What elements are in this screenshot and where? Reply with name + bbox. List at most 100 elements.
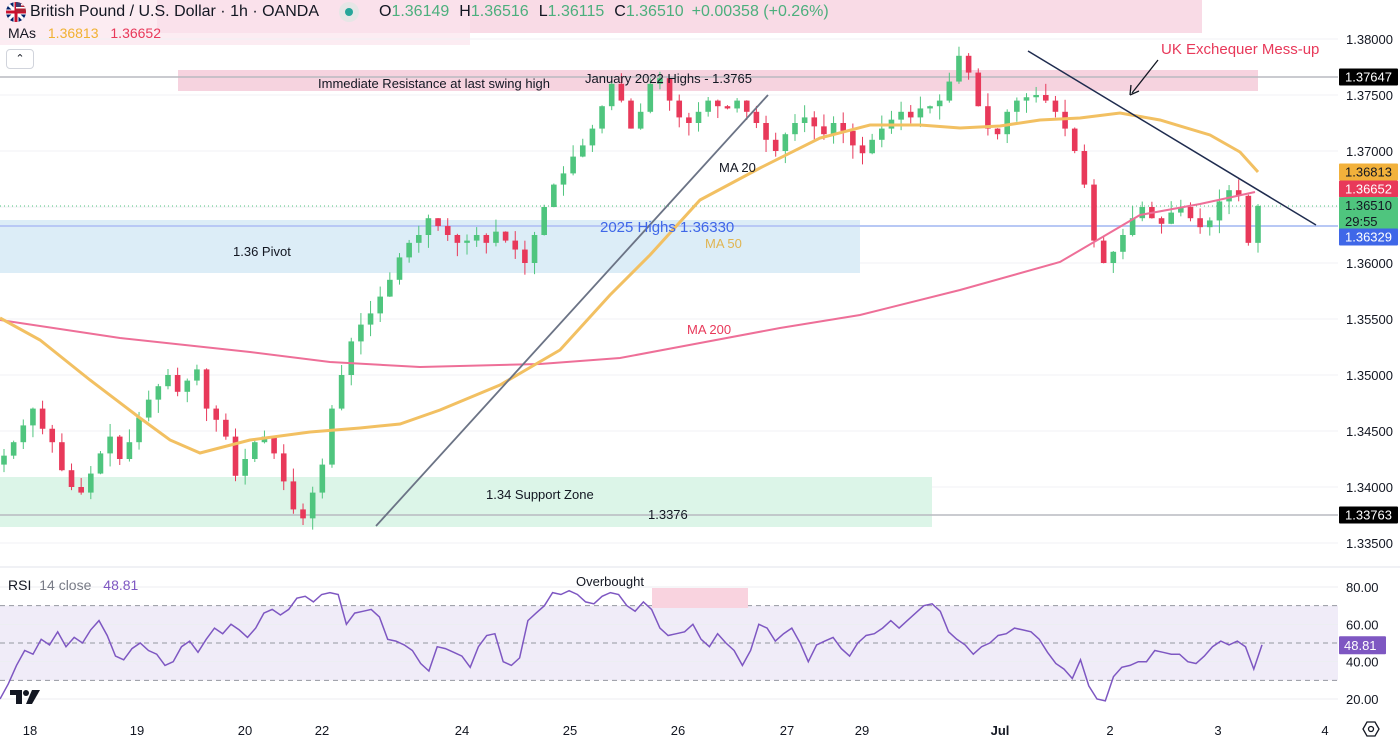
- candle[interactable]: [377, 286, 383, 323]
- candle[interactable]: [695, 102, 702, 132]
- candle[interactable]: [145, 390, 152, 422]
- downtrend-line[interactable]: [1027, 50, 1317, 226]
- candle[interactable]: [1149, 201, 1155, 219]
- candle[interactable]: [579, 138, 586, 158]
- candle[interactable]: [116, 434, 123, 465]
- symbol-title[interactable]: British Pound / U.S. Dollar · 1h · OANDA: [30, 3, 319, 20]
- candle[interactable]: [464, 234, 470, 255]
- collapse-legend-button[interactable]: ⌃: [6, 49, 34, 69]
- candle[interactable]: [444, 218, 451, 241]
- candle[interactable]: [869, 133, 875, 155]
- candle[interactable]: [309, 486, 316, 530]
- candle[interactable]: [840, 112, 847, 144]
- candle[interactable]: [97, 451, 104, 475]
- candle[interactable]: [271, 435, 277, 459]
- candle[interactable]: [358, 313, 364, 355]
- candle[interactable]: [907, 105, 914, 124]
- candle[interactable]: [859, 136, 866, 165]
- candle[interactable]: [1100, 236, 1107, 264]
- candle[interactable]: [686, 112, 692, 136]
- candle[interactable]: [107, 423, 113, 467]
- candle[interactable]: [1014, 97, 1020, 122]
- candle[interactable]: [985, 93, 991, 136]
- candle[interactable]: [724, 105, 731, 110]
- candle[interactable]: [1216, 189, 1223, 234]
- candle[interactable]: [599, 105, 605, 134]
- candle[interactable]: [493, 219, 499, 247]
- candle[interactable]: [657, 71, 663, 90]
- candle[interactable]: [772, 132, 779, 157]
- candle[interactable]: [406, 239, 412, 263]
- candle[interactable]: [628, 98, 634, 129]
- candle[interactable]: [637, 103, 644, 130]
- candle[interactable]: [126, 429, 133, 462]
- candle[interactable]: [1091, 179, 1097, 248]
- candle[interactable]: [1245, 194, 1252, 246]
- candle[interactable]: [927, 105, 933, 114]
- candle[interactable]: [242, 448, 248, 485]
- candle[interactable]: [743, 100, 750, 120]
- candle[interactable]: [348, 337, 355, 386]
- candle[interactable]: [425, 214, 432, 248]
- tradingview-logo[interactable]: [10, 688, 42, 706]
- candle[interactable]: [1042, 83, 1049, 103]
- candle[interactable]: [676, 94, 683, 128]
- rsi-line[interactable]: [0, 589, 1263, 702]
- candle[interactable]: [88, 466, 94, 500]
- candle[interactable]: [49, 424, 56, 453]
- candle[interactable]: [10, 440, 17, 459]
- candle[interactable]: [1110, 250, 1117, 273]
- candle[interactable]: [1, 449, 7, 473]
- candle[interactable]: [1023, 93, 1030, 113]
- candle[interactable]: [184, 378, 191, 403]
- candle[interactable]: [1033, 86, 1039, 103]
- candle[interactable]: [956, 46, 962, 84]
- candle[interactable]: [232, 428, 239, 482]
- candle[interactable]: [39, 400, 46, 435]
- candle[interactable]: [1139, 201, 1146, 222]
- candle[interactable]: [203, 368, 210, 422]
- overbought-highlight[interactable]: [652, 588, 748, 608]
- candle[interactable]: [300, 503, 306, 526]
- candle[interactable]: [454, 233, 461, 257]
- candle[interactable]: [618, 73, 625, 103]
- rsi-legend[interactable]: RSI 14 close 48.81: [8, 577, 138, 593]
- candle[interactable]: [1206, 217, 1213, 236]
- candle[interactable]: [888, 110, 895, 134]
- candle[interactable]: [608, 80, 615, 111]
- candle[interactable]: [531, 231, 538, 275]
- candle[interactable]: [1071, 127, 1078, 154]
- candle[interactable]: [589, 124, 596, 152]
- candle[interactable]: [213, 405, 220, 432]
- candle[interactable]: [975, 68, 982, 107]
- candle[interactable]: [1052, 95, 1059, 118]
- candle[interactable]: [512, 231, 519, 259]
- ma200-line[interactable]: [0, 191, 1256, 369]
- candle[interactable]: [483, 233, 490, 254]
- candle[interactable]: [223, 413, 229, 440]
- candle[interactable]: [715, 99, 721, 119]
- ma50-line[interactable]: [0, 111, 1260, 455]
- candle[interactable]: [801, 105, 808, 133]
- candle[interactable]: [994, 128, 1001, 140]
- resistance-zone[interactable]: [178, 70, 1258, 91]
- candle[interactable]: [473, 227, 480, 247]
- candle[interactable]: [1197, 208, 1203, 234]
- candle[interactable]: [560, 166, 567, 196]
- candle[interactable]: [1226, 185, 1232, 215]
- candle[interactable]: [329, 405, 335, 468]
- candle[interactable]: [917, 96, 924, 128]
- candle[interactable]: [387, 272, 393, 297]
- candle[interactable]: [155, 383, 162, 413]
- candle[interactable]: [541, 204, 547, 236]
- candle[interactable]: [435, 218, 441, 231]
- candle[interactable]: [1168, 201, 1174, 225]
- candle[interactable]: [174, 367, 181, 397]
- candle[interactable]: [522, 240, 528, 275]
- candle[interactable]: [666, 78, 673, 111]
- moving-averages-legend[interactable]: MAs 1.36813 1.36652: [8, 25, 161, 41]
- candle[interactable]: [290, 468, 297, 514]
- candle[interactable]: [1129, 206, 1136, 237]
